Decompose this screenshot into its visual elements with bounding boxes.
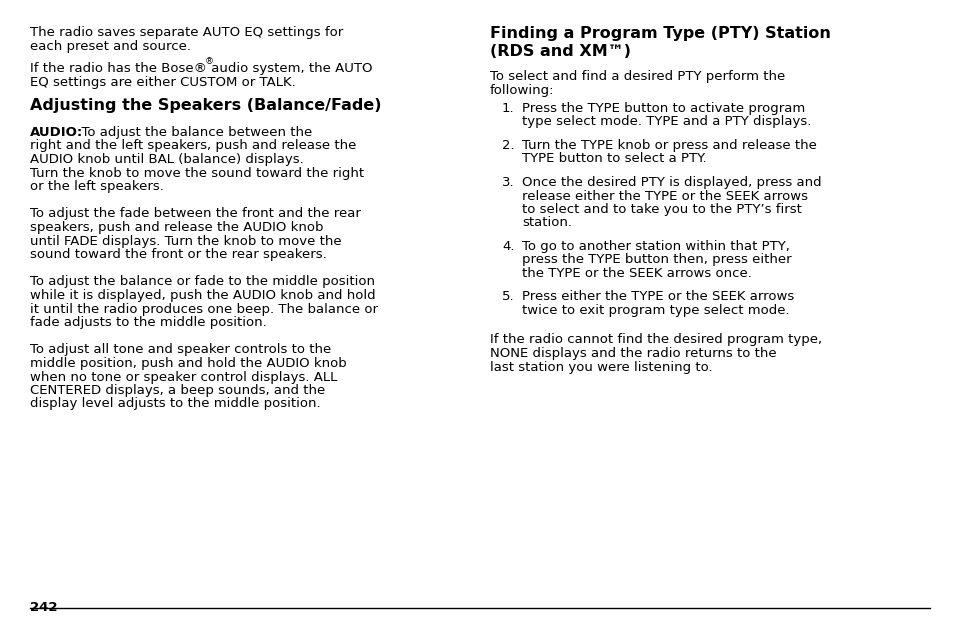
Text: it until the radio produces one beep. The balance or: it until the radio produces one beep. Th… [30, 303, 377, 315]
Text: or the left speakers.: or the left speakers. [30, 180, 164, 193]
Text: ®: ® [205, 57, 213, 66]
Text: Turn the TYPE knob or press and release the: Turn the TYPE knob or press and release … [521, 139, 816, 152]
Text: To adjust the balance or fade to the middle position: To adjust the balance or fade to the mid… [30, 275, 375, 289]
Text: AUDIO knob until BAL (balance) displays.: AUDIO knob until BAL (balance) displays. [30, 153, 303, 166]
Text: TYPE button to select a PTY.: TYPE button to select a PTY. [521, 153, 706, 165]
Text: The radio saves separate AUTO EQ settings for: The radio saves separate AUTO EQ setting… [30, 26, 343, 39]
Text: 3.: 3. [501, 176, 514, 189]
Text: To select and find a desired PTY perform the: To select and find a desired PTY perform… [490, 70, 784, 83]
Text: middle position, push and hold the AUDIO knob: middle position, push and hold the AUDIO… [30, 357, 346, 370]
Text: NONE displays and the radio returns to the: NONE displays and the radio returns to t… [490, 347, 776, 360]
Text: 4.: 4. [501, 240, 514, 253]
Text: 5.: 5. [501, 291, 514, 303]
Text: the TYPE or the SEEK arrows once.: the TYPE or the SEEK arrows once. [521, 267, 751, 280]
Text: (RDS and XM™): (RDS and XM™) [490, 44, 630, 59]
Text: To adjust the balance between the: To adjust the balance between the [73, 126, 312, 139]
Text: Turn the knob to move the sound toward the right: Turn the knob to move the sound toward t… [30, 167, 364, 179]
Text: To adjust all tone and speaker controls to the: To adjust all tone and speaker controls … [30, 343, 331, 357]
Text: while it is displayed, push the AUDIO knob and hold: while it is displayed, push the AUDIO kn… [30, 289, 375, 302]
Text: To adjust the fade between the front and the rear: To adjust the fade between the front and… [30, 207, 360, 221]
Text: station.: station. [521, 216, 572, 230]
Text: 242: 242 [30, 601, 57, 614]
Text: Finding a Program Type (PTY) Station: Finding a Program Type (PTY) Station [490, 26, 830, 41]
Text: type select mode. TYPE and a PTY displays.: type select mode. TYPE and a PTY display… [521, 116, 810, 128]
Text: Adjusting the Speakers (Balance/Fade): Adjusting the Speakers (Balance/Fade) [30, 98, 381, 113]
Text: twice to exit program type select mode.: twice to exit program type select mode. [521, 304, 789, 317]
Text: last station you were listening to.: last station you were listening to. [490, 361, 712, 373]
Text: following:: following: [490, 84, 554, 97]
Text: fade adjusts to the middle position.: fade adjusts to the middle position. [30, 316, 267, 329]
Text: until FADE displays. Turn the knob to move the: until FADE displays. Turn the knob to mo… [30, 235, 341, 247]
Text: Once the desired PTY is displayed, press and: Once the desired PTY is displayed, press… [521, 176, 821, 189]
Text: To go to another station within that PTY,: To go to another station within that PTY… [521, 240, 789, 253]
Text: right and the left speakers, push and release the: right and the left speakers, push and re… [30, 139, 356, 153]
Text: to select and to take you to the PTY’s first: to select and to take you to the PTY’s f… [521, 203, 801, 216]
Text: release either the TYPE or the SEEK arrows: release either the TYPE or the SEEK arro… [521, 190, 807, 202]
Text: when no tone or speaker control displays. ALL: when no tone or speaker control displays… [30, 371, 337, 384]
Text: If the radio cannot find the desired program type,: If the radio cannot find the desired pro… [490, 333, 821, 347]
Text: Press either the TYPE or the SEEK arrows: Press either the TYPE or the SEEK arrows [521, 291, 794, 303]
Text: 2.: 2. [501, 139, 514, 152]
Text: CENTERED displays, a beep sounds, and the: CENTERED displays, a beep sounds, and th… [30, 384, 325, 397]
Text: press the TYPE button then, press either: press the TYPE button then, press either [521, 254, 791, 266]
Text: speakers, push and release the AUDIO knob: speakers, push and release the AUDIO kno… [30, 221, 323, 234]
Text: EQ settings are either CUSTOM or TALK.: EQ settings are either CUSTOM or TALK. [30, 76, 295, 89]
Text: display level adjusts to the middle position.: display level adjusts to the middle posi… [30, 398, 320, 410]
Text: 1.: 1. [501, 102, 514, 115]
Text: If the radio has the Bose® audio system, the AUTO: If the radio has the Bose® audio system,… [30, 62, 372, 75]
Text: AUDIO:: AUDIO: [30, 126, 83, 139]
Text: sound toward the front or the rear speakers.: sound toward the front or the rear speak… [30, 248, 327, 261]
Text: Press the TYPE button to activate program: Press the TYPE button to activate progra… [521, 102, 804, 115]
Text: each preset and source.: each preset and source. [30, 40, 191, 53]
